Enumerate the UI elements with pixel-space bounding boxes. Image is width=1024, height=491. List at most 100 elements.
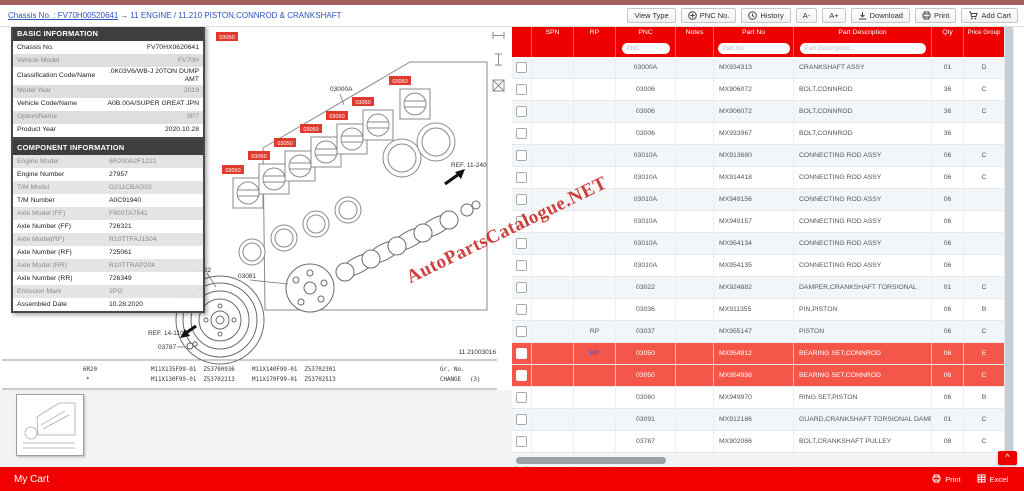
info-value: R10TTRAP204 <box>109 261 156 269</box>
table-row[interactable]: 03036 MX911355 PIN,PISTON 06 B <box>512 299 1004 321</box>
info-row: Axle Model(RF) R10TTFAJ1504 <box>13 233 203 246</box>
row-checkbox[interactable] <box>516 392 527 403</box>
table-row[interactable]: 03091 MX912186 GUARD,CRANKSHAFT TORSIONA… <box>512 409 1004 431</box>
part-callouts[interactable]: 03050 03050 03050 03050 03050 03050 0305… <box>216 32 411 174</box>
fit-height-icon[interactable] <box>494 53 503 70</box>
table-row[interactable]: 03050 MX954998 BEARING SET,CONNROD 06 C <box>512 365 1004 387</box>
cell-price-group <box>964 255 1004 276</box>
chassis-link[interactable]: Chassis No. : FV70H00520641 <box>8 11 119 20</box>
info-row: Option/Name 5P7 <box>13 110 203 124</box>
cell-rp <box>574 167 616 188</box>
svg-text:03050: 03050 <box>329 114 344 120</box>
row-checkbox[interactable] <box>516 172 527 183</box>
row-checkbox[interactable] <box>516 348 527 359</box>
table-row[interactable]: 03006 MX933967 BOLT,CONNROD 36 <box>512 123 1004 145</box>
font-smaller-button[interactable]: A- <box>795 8 818 23</box>
top-accent-strip <box>0 0 1024 5</box>
table-row[interactable]: 03022 MX924882 DAMPER,CRANKSHAFT TORSION… <box>512 277 1004 299</box>
row-checkbox[interactable] <box>516 150 527 161</box>
font-larger-button[interactable]: A+ <box>822 8 846 23</box>
pnc-filter-input[interactable] <box>621 43 670 54</box>
table-row[interactable]: 03010A MX913680 CONNECTING ROD ASSY 06 C <box>512 145 1004 167</box>
breadcrumb: Chassis No. : FV70H00520641 → 11 ENGINE / … <box>8 11 341 20</box>
cart-excel-button[interactable]: Excel <box>977 474 1008 485</box>
cart-icon <box>968 11 979 20</box>
table-row[interactable]: 03010A MX954135 CONNECTING ROD ASSY 06 <box>512 255 1004 277</box>
cell-part-no: MX906072 <box>714 79 794 100</box>
cell-notes <box>676 277 714 298</box>
cell-price-group: C <box>981 438 987 445</box>
row-checkbox[interactable] <box>516 216 527 227</box>
info-label: Axle Number (RR) <box>17 274 73 282</box>
info-row: Classification Code/Name .0K03V6/WB-J 20… <box>13 67 203 85</box>
scroll-to-top-button[interactable]: ^ <box>998 451 1017 465</box>
table-row[interactable]: 03000A MX934313 CRANKSHAFT ASSY 01 D <box>512 57 1004 79</box>
table-row[interactable]: 03010A MX914418 CONNECTING ROD ASSY 06 C <box>512 167 1004 189</box>
part-description-filter-input[interactable] <box>799 43 926 54</box>
breadcrumb-arrow: → <box>120 11 129 20</box>
history-button[interactable]: History <box>741 8 791 23</box>
cell-qty: 36 <box>932 101 964 122</box>
horizontal-scroll-thumb[interactable] <box>516 457 666 464</box>
row-checkbox[interactable] <box>516 106 527 117</box>
cell-spn <box>532 145 574 166</box>
table-vertical-scrollbar[interactable] <box>1004 26 1014 455</box>
row-checkbox[interactable] <box>516 260 527 271</box>
reset-view-icon[interactable] <box>492 79 505 96</box>
table-row[interactable]: 03006 MX906072 BOLT,CONNROD 36 C <box>512 101 1004 123</box>
row-checkbox[interactable] <box>516 282 527 293</box>
view-type-button[interactable]: View Type <box>627 8 676 23</box>
cell-qty: 06 <box>932 211 964 232</box>
table-row[interactable]: 03010A MX954134 CONNECTING ROD ASSY 06 <box>512 233 1004 255</box>
cell-part-no: MX911355 <box>714 299 794 320</box>
pnc-no-button[interactable]: PNC No. <box>680 8 737 23</box>
download-button[interactable]: Download <box>850 8 910 23</box>
row-checkbox[interactable] <box>516 128 527 139</box>
cell-rp <box>574 233 616 254</box>
svg-text:03050: 03050 <box>219 35 234 41</box>
info-value: G211CBAG02 <box>109 183 152 191</box>
info-value: 726349 <box>109 274 132 282</box>
row-checkbox[interactable] <box>516 370 527 381</box>
vertical-scroll-thumb[interactable] <box>1005 26 1013 455</box>
cell-spn <box>532 299 574 320</box>
row-checkbox[interactable] <box>516 436 527 447</box>
printer-icon <box>922 11 931 20</box>
cell-qty: 06 <box>932 189 964 210</box>
fit-width-icon[interactable] <box>492 28 505 44</box>
row-checkbox[interactable] <box>516 84 527 95</box>
bolt-drawing <box>186 341 198 350</box>
table-row[interactable]: 03010A MX949157 CONNECTING ROD ASSY 06 <box>512 211 1004 233</box>
basic-information-rows: Chassis No. FV70HX0620641 Vehicle Model … <box>13 41 203 137</box>
table-row[interactable]: 03060 MX949970 RING SET,PISTON 06 B <box>512 387 1004 409</box>
table-row[interactable]: 03006 MX906072 BOLT,CONNROD 36 C <box>512 79 1004 101</box>
cell-pnc: 03010A <box>616 189 676 210</box>
bearing-caps-drawing <box>232 88 431 209</box>
table-row[interactable]: RP 03037 MX955147 PISTON 06 C <box>512 321 1004 343</box>
cell-spn <box>532 321 574 342</box>
cart-print-button[interactable]: Print <box>932 474 961 485</box>
cell-rp <box>574 57 616 78</box>
svg-text:CHANGE: CHANGE <box>440 377 461 383</box>
ref-arrows <box>180 169 465 338</box>
row-checkbox[interactable] <box>516 304 527 315</box>
add-cart-button[interactable]: Add Cart <box>961 8 1018 23</box>
print-button[interactable]: Print <box>914 8 957 23</box>
row-checkbox[interactable] <box>516 194 527 205</box>
info-label: Vehicle Code/Name <box>17 100 78 108</box>
row-checkbox[interactable] <box>516 238 527 249</box>
table-row[interactable]: RP 03050 MX954912 BEARING SET,CONNROD 06… <box>512 343 1004 365</box>
cell-notes <box>676 365 714 386</box>
info-value: 2019 <box>183 87 199 95</box>
cell-spn <box>532 167 574 188</box>
row-checkbox[interactable] <box>516 62 527 73</box>
table-horizontal-scrollbar[interactable] <box>512 455 1004 466</box>
diagram-thumbnail[interactable] <box>16 394 84 456</box>
row-checkbox[interactable] <box>516 326 527 337</box>
table-row[interactable]: 03787 MX902066 BOLT,CRANKSHAFT PULLEY 08… <box>512 431 1004 453</box>
part-no-filter-input[interactable] <box>717 43 790 54</box>
plus-circle-icon <box>687 11 697 20</box>
row-checkbox[interactable] <box>516 414 527 425</box>
table-row[interactable]: 03010A MX949156 CONNECTING ROD ASSY 06 <box>512 189 1004 211</box>
info-value: R10TTFAJ1504 <box>109 235 157 243</box>
